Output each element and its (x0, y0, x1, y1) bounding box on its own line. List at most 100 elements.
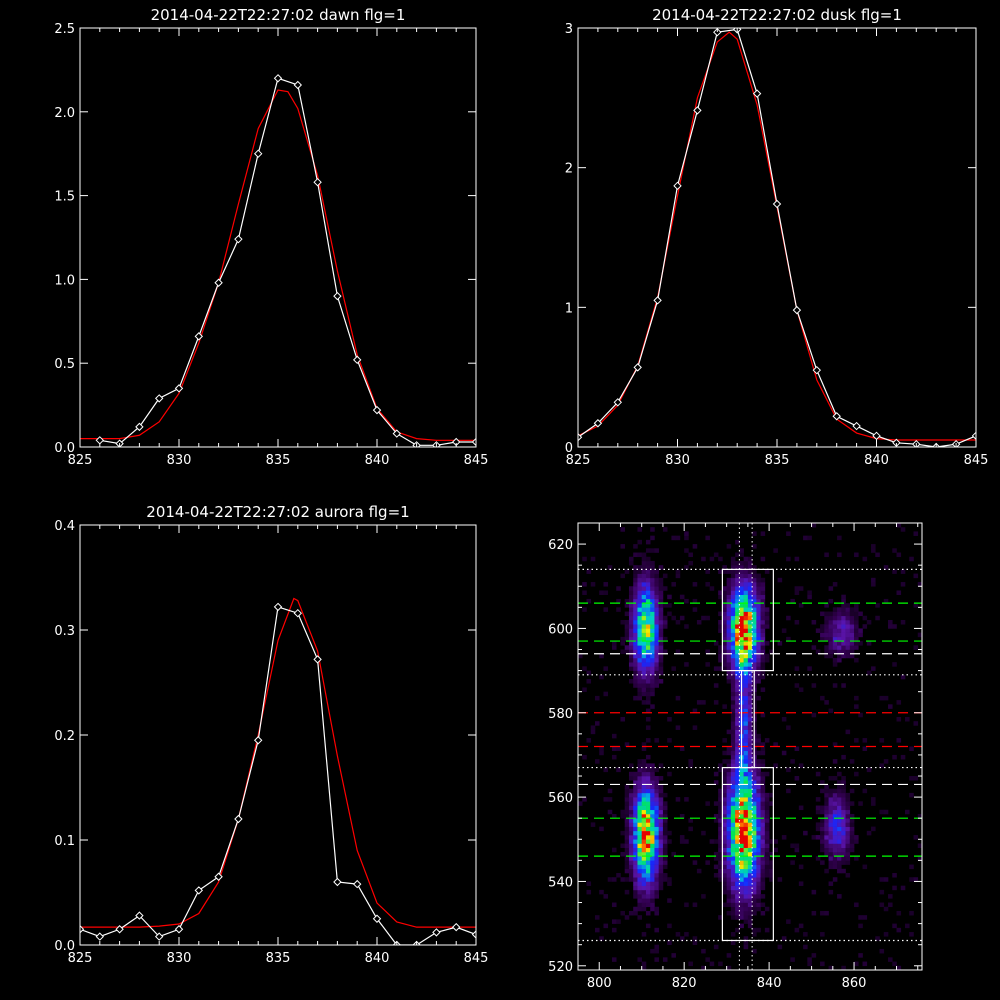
heatmap-cell (735, 577, 740, 583)
heatmap-cell (637, 822, 643, 827)
heatmap-cell (760, 792, 766, 798)
data-point-marker (693, 106, 702, 115)
heatmap-cell (760, 856, 766, 861)
heatmap-cell (701, 948, 706, 954)
heatmap-cell (658, 856, 664, 861)
heatmap-cell (730, 776, 736, 781)
y-tick-label: 1 (565, 301, 573, 316)
x-tick-label: 840 (864, 453, 889, 468)
heatmap-cell (743, 556, 749, 562)
heatmap-cell (726, 662, 732, 667)
heatmap-cell (735, 679, 740, 684)
heatmap-cell (658, 607, 664, 612)
heatmap-cell (637, 826, 643, 832)
heatmap-cell (747, 763, 753, 768)
plot-frame (577, 27, 977, 448)
heatmap-cell (760, 531, 766, 536)
heatmap-cell (820, 780, 825, 785)
heatmap-cell (828, 889, 834, 895)
heatmap-cell (654, 641, 659, 646)
heatmap-cell (832, 628, 838, 633)
heatmap-cell (633, 573, 638, 579)
heatmap-cell (658, 801, 664, 806)
heatmap-cell (645, 586, 651, 591)
heatmap-cell (769, 839, 774, 844)
heatmap-cell (726, 615, 732, 621)
heatmap-cell (820, 843, 825, 849)
heatmap-cell (747, 636, 753, 642)
heatmap-cell (730, 577, 736, 583)
heatmap-cell (828, 813, 834, 819)
data-point-marker (154, 394, 164, 403)
heatmap-cell (667, 923, 672, 929)
heatmap-cell (637, 860, 643, 865)
heatmap-cell (633, 628, 638, 633)
heatmap-cell (828, 598, 834, 604)
heatmap-cell (739, 582, 744, 587)
heatmap-cell (633, 784, 638, 789)
heatmap-cell (641, 573, 647, 579)
heatmap-cell (641, 670, 647, 676)
heatmap-cell (671, 953, 676, 958)
heatmap-cell (628, 860, 634, 865)
heatmap-cell (845, 615, 851, 621)
heatmap-cell (760, 780, 766, 785)
heatmap-cell (645, 548, 651, 553)
heatmap-cell (633, 894, 638, 899)
heatmap-cell (752, 898, 757, 903)
heatmap-cell (722, 784, 727, 789)
heatmap-cell (747, 759, 753, 764)
heatmap-cell (760, 641, 766, 646)
heatmap-cell (739, 818, 744, 823)
heatmap-cell (641, 805, 647, 811)
heatmap-cell (837, 797, 842, 802)
heatmap-cell (726, 860, 732, 865)
heatmap-cell (747, 603, 753, 608)
heatmap-cell (824, 636, 829, 642)
heatmap-cell (637, 586, 643, 591)
heatmap-cell (718, 851, 723, 857)
heatmap-cell (743, 632, 749, 638)
heatmap-cell (641, 839, 647, 844)
heatmap-cell (645, 776, 651, 781)
heatmap-cell (722, 569, 727, 574)
heatmap-cell (743, 674, 749, 680)
heatmap-cell (735, 704, 740, 709)
heatmap-cell (624, 603, 630, 608)
heatmap-cell (786, 725, 791, 730)
heatmap-cell (747, 923, 753, 929)
heatmap-cell (722, 818, 727, 823)
heatmap-cell (824, 797, 829, 802)
heatmap-cell (722, 843, 727, 849)
heatmap-cell (845, 830, 851, 836)
heatmap-cell (637, 847, 643, 853)
heatmap-cell (582, 666, 587, 671)
heatmap-cell (628, 560, 634, 566)
heatmap-cell (722, 868, 727, 874)
heatmap-cell (650, 632, 655, 638)
heatmap-cell (650, 649, 655, 655)
heatmap-cell (641, 700, 647, 705)
heatmap-cell (654, 653, 659, 659)
heatmap-cell (735, 885, 740, 891)
heatmap-cell (633, 649, 638, 655)
heatmap-cell (628, 653, 634, 659)
data-point-marker (471, 930, 476, 939)
heatmap-cell (824, 835, 829, 840)
heatmap-cell (662, 957, 668, 962)
heatmap-cell (786, 919, 791, 924)
heatmap-cell (752, 771, 757, 777)
heatmap-cell (684, 624, 689, 629)
heatmap-cell (692, 607, 698, 612)
heatmap-cell (760, 657, 766, 663)
heatmap-cell (900, 754, 906, 760)
heatmap-cell (909, 746, 914, 752)
heatmap-cell (858, 632, 863, 638)
heatmap-cell (637, 801, 643, 806)
heatmap-cell (764, 611, 770, 617)
heatmap-cell (611, 877, 617, 882)
heatmap-cell (735, 754, 740, 760)
heatmap-cell (756, 624, 761, 629)
heatmap-cell (739, 868, 744, 874)
heatmap-cell (624, 784, 630, 789)
